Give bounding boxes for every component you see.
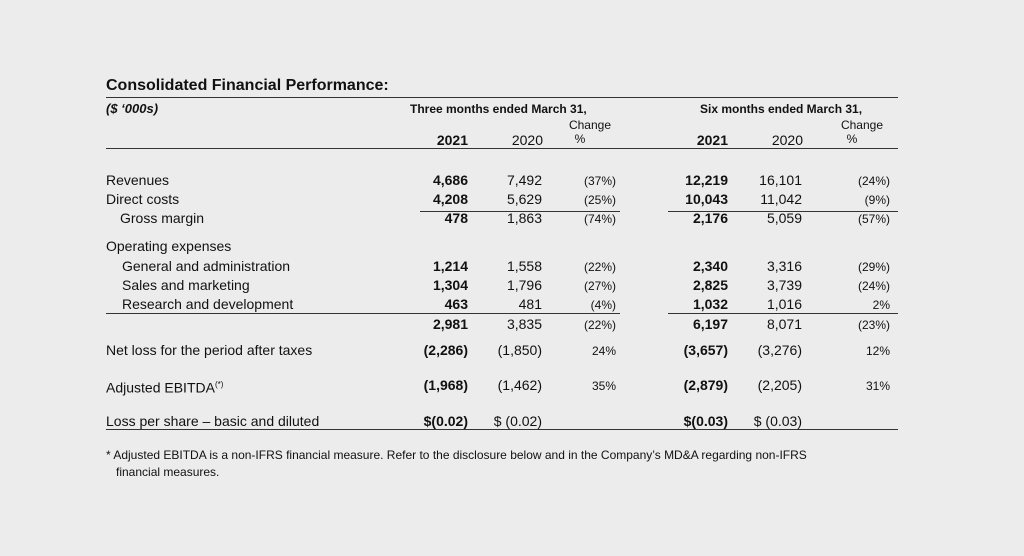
cell-s-cur: 6,197 bbox=[692, 316, 728, 332]
cell-q-prev: 7,492 bbox=[506, 172, 542, 188]
cell-s-chg: (24%) bbox=[857, 279, 890, 293]
cell-q-chg: (22%) bbox=[583, 318, 616, 332]
footnote-marker: (*) bbox=[214, 380, 224, 389]
cell-s-cur: (3,657) bbox=[683, 342, 728, 358]
row-label: Revenues bbox=[106, 172, 170, 188]
cell-s-cur: 2,825 bbox=[692, 277, 728, 293]
cell-s-prev: 3,739 bbox=[766, 277, 802, 293]
cell-q-chg: (25%) bbox=[583, 193, 616, 207]
cell-q-cur: 4,686 bbox=[432, 172, 468, 188]
cell-q-prev: 1,796 bbox=[506, 277, 542, 293]
cell-s-prev: (2,205) bbox=[757, 377, 802, 393]
cell-q-cur: (1,968) bbox=[423, 377, 468, 393]
cell-s-chg: (29%) bbox=[857, 260, 890, 274]
cell-s-chg: (24%) bbox=[857, 174, 890, 188]
opex-rule-s bbox=[668, 313, 898, 314]
direct-costs-rule-s bbox=[668, 211, 898, 212]
year-2020-s: 2020 bbox=[771, 132, 803, 148]
cell-q-cur: 478 bbox=[444, 210, 468, 226]
change-header-q: Change bbox=[568, 118, 612, 132]
opex-rule-q bbox=[106, 313, 620, 314]
cell-s-chg: (23%) bbox=[857, 318, 890, 332]
cell-q-chg: 35% bbox=[591, 379, 616, 393]
table-title: Consolidated Financial Performance: bbox=[106, 77, 389, 94]
cell-q-cur: 2,981 bbox=[432, 316, 468, 332]
cell-q-prev: (1,462) bbox=[497, 377, 542, 393]
cell-q-prev: 3,835 bbox=[506, 316, 542, 332]
cell-q-cur: (2,286) bbox=[423, 342, 468, 358]
cell-q-chg: 24% bbox=[591, 344, 616, 358]
cell-q-cur: 1,304 bbox=[432, 277, 468, 293]
row-label: Sales and marketing bbox=[122, 277, 250, 293]
row-label: Operating expenses bbox=[106, 238, 232, 254]
row-label: Direct costs bbox=[106, 191, 180, 207]
change-header-s: Change bbox=[840, 118, 884, 132]
cell-s-cur: 12,219 bbox=[685, 172, 728, 188]
cell-q-chg: (22%) bbox=[583, 260, 616, 274]
cell-s-chg: 31% bbox=[865, 379, 890, 393]
cell-q-prev: $ (0.02) bbox=[493, 413, 542, 429]
cell-s-prev: (3,276) bbox=[757, 342, 802, 358]
cell-s-cur: (2,879) bbox=[683, 377, 728, 393]
year-2021-q: 2021 bbox=[436, 132, 468, 148]
cell-s-cur: 10,043 bbox=[685, 191, 728, 207]
row-label: Gross margin bbox=[120, 210, 205, 226]
cell-s-cur: 2,176 bbox=[692, 210, 728, 226]
cell-s-prev: $ (0.03) bbox=[753, 413, 802, 429]
year-2020-q: 2020 bbox=[511, 132, 543, 148]
cell-q-prev: 1,863 bbox=[506, 210, 542, 226]
cell-s-chg: 2% bbox=[872, 298, 890, 312]
period-header-three-months: Three months ended March 31, bbox=[410, 102, 587, 116]
cell-s-chg: (57%) bbox=[857, 212, 890, 226]
cell-s-prev: 8,071 bbox=[766, 316, 802, 332]
cell-q-prev: 481 bbox=[518, 296, 542, 312]
period-header-six-months: Six months ended March 31, bbox=[700, 102, 863, 116]
cell-s-cur: 2,340 bbox=[692, 258, 728, 274]
cell-s-prev: 16,101 bbox=[759, 172, 802, 188]
cell-s-prev: 5,059 bbox=[766, 210, 802, 226]
cell-q-chg: (74%) bbox=[583, 212, 616, 226]
cell-s-chg: 12% bbox=[865, 344, 890, 358]
row-label: Adjusted EBITDA(*) bbox=[106, 379, 224, 396]
cell-q-chg: (27%) bbox=[583, 279, 616, 293]
cell-q-prev: 1,558 bbox=[506, 258, 542, 274]
cell-q-prev: (1,850) bbox=[497, 342, 542, 358]
cell-q-cur: 463 bbox=[444, 296, 468, 312]
units-label: ($ ‘000s) bbox=[106, 101, 159, 116]
cell-s-prev: 3,316 bbox=[766, 258, 802, 274]
cell-q-cur: 4,208 bbox=[432, 191, 468, 207]
footnote-line-2: financial measures. bbox=[116, 465, 220, 479]
change-pct-header-q: % bbox=[574, 132, 586, 146]
cell-s-chg: (9%) bbox=[864, 193, 890, 207]
cell-q-chg: (37%) bbox=[583, 174, 616, 188]
title-rule bbox=[106, 97, 898, 98]
row-label: Research and development bbox=[122, 296, 294, 312]
cell-s-cur: $(0.03) bbox=[683, 413, 728, 429]
header-rule bbox=[106, 148, 898, 149]
cell-s-prev: 1,016 bbox=[766, 296, 802, 312]
change-pct-header-s: % bbox=[846, 132, 858, 146]
cell-q-cur: $(0.02) bbox=[423, 413, 468, 429]
row-label: Loss per share – basic and diluted bbox=[106, 413, 320, 429]
footnote-line-1: * Adjusted EBITDA is a non-IFRS financia… bbox=[106, 448, 807, 462]
row-label: Net loss for the period after taxes bbox=[106, 342, 313, 358]
year-2021-s: 2021 bbox=[696, 132, 728, 148]
cell-s-prev: 11,042 bbox=[760, 191, 802, 207]
bottom-rule bbox=[106, 429, 898, 430]
direct-costs-rule-q bbox=[420, 211, 620, 212]
cell-q-cur: 1,214 bbox=[432, 258, 468, 274]
row-label: General and administration bbox=[122, 258, 291, 274]
cell-s-cur: 1,032 bbox=[692, 296, 728, 312]
cell-q-prev: 5,629 bbox=[506, 191, 542, 207]
cell-q-chg: (4%) bbox=[590, 298, 616, 312]
